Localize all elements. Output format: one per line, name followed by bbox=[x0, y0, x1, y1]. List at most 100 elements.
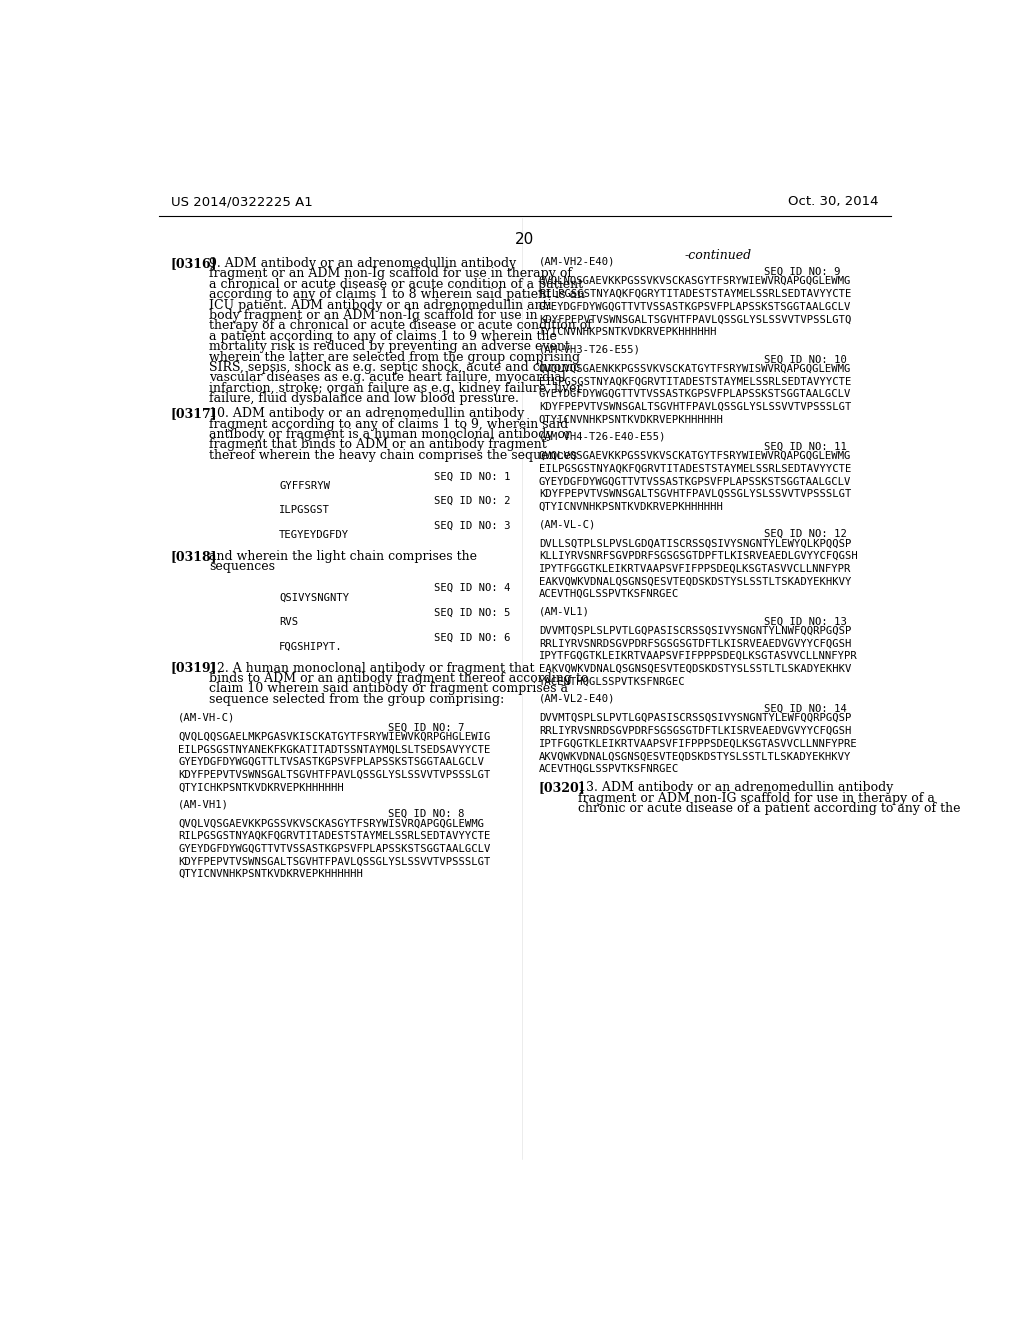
Text: QVQLQQSGAELMKPGASVKISCKATGYTFSRYWIEWVKQRPGHGLEWIG: QVQLQQSGAELMKPGASVKISCKATGYTFSRYWIEWVKQR… bbox=[178, 731, 490, 742]
Text: 13. ADM antibody or an adrenomedullin antibody: 13. ADM antibody or an adrenomedullin an… bbox=[578, 781, 893, 795]
Text: QTYICNVNHKPSNTKVDKRVEPKHHHHHH: QTYICNVNHKPSNTKVDKRVEPKHHHHHH bbox=[539, 414, 724, 425]
Text: according to any of claims 1 to 8 wherein said patient is an: according to any of claims 1 to 8 wherei… bbox=[209, 288, 586, 301]
Text: 12. A human monoclonal antibody or fragment that: 12. A human monoclonal antibody or fragm… bbox=[209, 661, 535, 675]
Text: SEQ ID NO: 6: SEQ ID NO: 6 bbox=[434, 632, 511, 643]
Text: AKVQWKVDNALQSGNSQESVTEQDSKDSTYSLSSTLTLSKADYEKHKVY: AKVQWKVDNALQSGNSQESVTEQDSKDSTYSLSSTLTLSK… bbox=[539, 751, 851, 762]
Text: YACENTHQGLSSPVTKSFNRGEC: YACENTHQGLSSPVTKSFNRGEC bbox=[539, 677, 685, 686]
Text: DVVMTQSPLSLPVTLGQPASISCRSSQSIVYSNGNTYLЕWFQQRPGQSP: DVVMTQSPLSLPVTLGQPASISCRSSQSIVYSNGNTYLЕW… bbox=[539, 713, 851, 723]
Text: (AM-VL2-E40): (AM-VL2-E40) bbox=[539, 694, 615, 704]
Text: QTYICNVNHKPSNTKVDKRVEPKHHHHHH: QTYICNVNHKPSNTKVDKRVEPKHHHHHH bbox=[178, 869, 364, 879]
Text: FQGSHIPYT.: FQGSHIPYT. bbox=[280, 642, 343, 652]
Text: QSIVYSNGNTY: QSIVYSNGNTY bbox=[280, 593, 349, 602]
Text: RILPGSGSTNYAQKFQGRYTITADESTSTAYMELSSRLSEDTAVYYCTE: RILPGSGSTNYAQKFQGRYTITADESTSTAYMELSSRLSE… bbox=[539, 289, 851, 298]
Text: therapy of a chronical or acute disease or acute condition of: therapy of a chronical or acute disease … bbox=[209, 319, 592, 333]
Text: [0317]: [0317] bbox=[171, 407, 217, 420]
Text: QVQLVQSGAEVKKPGSSVKVSCKASGYTFSRYWISVRQAPGQGLEWMG: QVQLVQSGAEVKKPGSSVKVSCKASGYTFSRYWISVRQAP… bbox=[178, 818, 484, 828]
Text: fragment that binds to ADM or an antibody fragment: fragment that binds to ADM or an antibod… bbox=[209, 438, 547, 451]
Text: TEGYEYDGFDY: TEGYEYDGFDY bbox=[280, 529, 349, 540]
Text: QVQLNQSGAEVKKPGSSVKVSCKASGYTFSRYWIEWVRQAPGQGLEWMG: QVQLNQSGAEVKKPGSSVKVSCKASGYTFSRYWIEWVRQA… bbox=[539, 276, 851, 286]
Text: chronic or acute disease of a patient according to any of the: chronic or acute disease of a patient ac… bbox=[578, 803, 961, 816]
Text: 10. ADM antibody or an adrenomedullin antibody: 10. ADM antibody or an adrenomedullin an… bbox=[209, 407, 524, 420]
Text: and wherein the light chain comprises the: and wherein the light chain comprises th… bbox=[209, 550, 477, 562]
Text: RVS: RVS bbox=[280, 616, 298, 627]
Text: (AM-VH1): (AM-VH1) bbox=[178, 799, 229, 809]
Text: SEQ ID NO: 10: SEQ ID NO: 10 bbox=[764, 354, 847, 364]
Text: QTYICNVNHKPSNTKVDKRVEPKHHHHHH: QTYICNVNHKPSNTKVDKRVEPKHHHHHH bbox=[539, 502, 724, 512]
Text: ACEVTHQGLSSPVTKSFNRGEC: ACEVTHQGLSSPVTKSFNRGEC bbox=[539, 764, 679, 774]
Text: (AM-VH-C): (AM-VH-C) bbox=[178, 713, 236, 722]
Text: sequence selected from the group comprising:: sequence selected from the group compris… bbox=[209, 693, 505, 706]
Text: GYFFSRYW: GYFFSRYW bbox=[280, 480, 330, 491]
Text: fragment according to any of claims 1 to 9, wherein said: fragment according to any of claims 1 to… bbox=[209, 417, 568, 430]
Text: QVQLVQSGAENKKPGSSVKVSCKATGYTFSRYWISWVRQAPGQGLEWMG: QVQLVQSGAENKKPGSSVKVSCKATGYTFSRYWISWVRQA… bbox=[539, 363, 851, 374]
Text: [0318]: [0318] bbox=[171, 550, 217, 562]
Text: QVQLVQSGAEVKKPGSSVKVSCKATGYTFSRYWIEWVRQAPGQGLEWMG: QVQLVQSGAEVKKPGSSVKVSCKATGYTFSRYWIEWVRQA… bbox=[539, 451, 851, 461]
Text: 20: 20 bbox=[515, 231, 535, 247]
Text: [0316]: [0316] bbox=[171, 257, 217, 271]
Text: SEQ ID NO: 12: SEQ ID NO: 12 bbox=[764, 529, 847, 539]
Text: [0320]: [0320] bbox=[539, 781, 586, 795]
Text: DVLLSQTPLSLPVSLGDQATISCRSSQSIVYSNGNTYLEWYQLKPQQSP: DVLLSQTPLSLPVSLGDQATISCRSSQSIVYSNGNTYLEW… bbox=[539, 539, 851, 548]
Text: EILPGSGSTNYAQKFQGRVTITADESTSTAYMELSSRLSEDTAVYYCTE: EILPGSGSTNYAQKFQGRVTITADESTSTAYMELSSRLSE… bbox=[539, 376, 851, 387]
Text: (AM-VH3-T26-E55): (AM-VH3-T26-E55) bbox=[539, 345, 641, 354]
Text: infarction, stroke; organ failure as e.g. kidney failure, liver: infarction, stroke; organ failure as e.g… bbox=[209, 381, 583, 395]
Text: (AM-VH2-E40): (AM-VH2-E40) bbox=[539, 257, 615, 267]
Text: claim 10 wherein said antibody or fragment comprises a: claim 10 wherein said antibody or fragme… bbox=[209, 682, 568, 696]
Text: a patient according to any of claims 1 to 9 wherein the: a patient according to any of claims 1 t… bbox=[209, 330, 557, 343]
Text: GYEYDGFDYWGQGTTLTVSASTKGPSVFPLAPSSKSTSGGTAALGCLV: GYEYDGFDYWGQGTTLTVSASTKGPSVFPLAPSSKSTSGG… bbox=[178, 758, 484, 767]
Text: EAKVQWKVDNALQSGNSQESVTEQDSKDSTYSLSSTLTLSKADYEKHKV: EAKVQWKVDNALQSGNSQESVTEQDSKDSTYSLSSTLTLS… bbox=[539, 664, 851, 675]
Text: TYICNVNHKPSNTKVDKRVEPKHHHHHH: TYICNVNHKPSNTKVDKRVEPKHHHHHH bbox=[539, 327, 717, 337]
Text: GYEYDGFDYWGQGTTVTVSSASTKGPSVFPLAPSSKSTSGGTAALGCLV: GYEYDGFDYWGQGTTVTVSSASTKGPSVFPLAPSSKSTSG… bbox=[178, 843, 490, 854]
Text: EILPGSGSTNYAQKFQGRVTITADESTSTAYMELSSRLSEDTAVYYCTE: EILPGSGSTNYAQKFQGRVTITADESTSTAYMELSSRLSE… bbox=[539, 463, 851, 474]
Text: ACEVTHQGLSSPVTKSFNRGEC: ACEVTHQGLSSPVTKSFNRGEC bbox=[539, 589, 679, 599]
Text: KLLIYRVSNRFSGVPDRFSGSGSGTDPFTLKISRVEAEDLGVYYCFQGSH: KLLIYRVSNRFSGVPDRFSGSGSGTDPFTLKISRVEAEDL… bbox=[539, 552, 857, 561]
Text: Oct. 30, 2014: Oct. 30, 2014 bbox=[788, 195, 879, 209]
Text: RRLIYRVSNRDSGVPDRFSGSGSGTDFTLKISRVEAEDVGVYYCFQGSH: RRLIYRVSNRDSGVPDRFSGSGSGTDFTLKISRVEAEDVG… bbox=[539, 639, 851, 648]
Text: EAKVQWKVDNALQSGNSQESVTEQDSKDSTYSLSSTLTSKADYEKHKVY: EAKVQWKVDNALQSGNSQESVTEQDSKDSTYSLSSTLTSK… bbox=[539, 577, 851, 586]
Text: thereof wherein the heavy chain comprises the sequences: thereof wherein the heavy chain comprise… bbox=[209, 449, 578, 462]
Text: SEQ ID NO: 9: SEQ ID NO: 9 bbox=[764, 267, 840, 277]
Text: (AM-VL1): (AM-VL1) bbox=[539, 607, 590, 616]
Text: GYEYDGFDYWGQGTTVTVSSASTKGPSVFPLAPSSKSTSGGTAALGCLV: GYEYDGFDYWGQGTTVTVSSASTKGPSVFPLAPSSKSTSG… bbox=[539, 302, 851, 312]
Text: SEQ ID NO: 3: SEQ ID NO: 3 bbox=[434, 520, 511, 531]
Text: KDYFPEPVTVSWNSGALTSGVHTFPAVLQSSGLYSLSSVVTVPSSLGTQ: KDYFPEPVTVSWNSGALTSGVHTFPAVLQSSGLYSLSSVV… bbox=[539, 314, 851, 325]
Text: KDYFPEPVTVSWNSGALTSGVHTFPAVLQSSGLYSLSSVVTVPSSSLGT: KDYFPEPVTVSWNSGALTSGVHTFPAVLQSSGLYSLSSVV… bbox=[539, 490, 851, 499]
Text: DVVMTQSPLSLPVTLGQPASISCRSSQSIVYSNGNTYLNWFQQRPGQSP: DVVMTQSPLSLPVTLGQPASISCRSSQSIVYSNGNTYLNW… bbox=[539, 626, 851, 636]
Text: mortality risk is reduced by preventing an adverse event: mortality risk is reduced by preventing … bbox=[209, 341, 570, 354]
Text: SEQ ID NO: 5: SEQ ID NO: 5 bbox=[434, 607, 511, 618]
Text: binds to ADM or an antibody fragment thereof according to: binds to ADM or an antibody fragment the… bbox=[209, 672, 589, 685]
Text: SEQ ID NO: 13: SEQ ID NO: 13 bbox=[764, 616, 847, 627]
Text: QTYICHKPSNTKVDKRVEPKHHHHHH: QTYICHKPSNTKVDKRVEPKHHHHHH bbox=[178, 783, 344, 792]
Text: EILPGSGSTNYANEKFKGKATITADTSSNTAYMQLSLTSEDSAVYYCTE: EILPGSGSTNYANEKFKGKATITADTSSNTAYMQLSLTSE… bbox=[178, 744, 490, 754]
Text: GYEYDGFDYWGQGTTVTVSSASTKGPSVFPLAPSSKSTSGGTAALGCLV: GYEYDGFDYWGQGTTVTVSSASTKGPSVFPLAPSSKSTSG… bbox=[539, 477, 851, 486]
Text: IPYTFGQGTKLEIKRTVAAPSVFIFPPPSDEQLKSGTASVVCLLNNFYPR: IPYTFGQGTKLEIKRTVAAPSVFIFPPPSDEQLKSGTASV… bbox=[539, 651, 857, 661]
Text: (AM-VH4-T26-E40-E55): (AM-VH4-T26-E40-E55) bbox=[539, 432, 667, 442]
Text: SIRS, sepsis, shock as e.g. septic shock, acute and chronic: SIRS, sepsis, shock as e.g. septic shock… bbox=[209, 360, 581, 374]
Text: wherein the latter are selected from the group comprising: wherein the latter are selected from the… bbox=[209, 351, 581, 363]
Text: 9. ADM antibody or an adrenomedullin antibody: 9. ADM antibody or an adrenomedullin ant… bbox=[209, 257, 517, 271]
Text: US 2014/0322225 A1: US 2014/0322225 A1 bbox=[171, 195, 312, 209]
Text: SEQ ID NO: 7: SEQ ID NO: 7 bbox=[388, 722, 464, 733]
Text: sequences: sequences bbox=[209, 561, 275, 573]
Text: a chronical or acute disease or acute condition of a patient: a chronical or acute disease or acute co… bbox=[209, 277, 584, 290]
Text: (AM-VL-C): (AM-VL-C) bbox=[539, 519, 596, 529]
Text: KDYFPEPVTVSWNSGALTSGVHTFPAVLQSSGLYSLSSVVTVPSSSLGT: KDYFPEPVTVSWNSGALTSGVHTFPAVLQSSGLYSLSSVV… bbox=[178, 770, 490, 780]
Text: failure, fluid dysbalance and low blood pressure.: failure, fluid dysbalance and low blood … bbox=[209, 392, 519, 405]
Text: SEQ ID NO: 2: SEQ ID NO: 2 bbox=[434, 496, 511, 506]
Text: SEQ ID NO: 4: SEQ ID NO: 4 bbox=[434, 583, 511, 593]
Text: SEQ ID NO: 8: SEQ ID NO: 8 bbox=[388, 809, 464, 818]
Text: fragment or ADM non-IG scaffold for use in therapy of a: fragment or ADM non-IG scaffold for use … bbox=[578, 792, 934, 805]
Text: RILPGSGSTNYAQKFQGRVTITADESTSTAYMELSSRLSEDTAVYYCTE: RILPGSGSTNYAQKFQGRVTITADESTSTAYMELSSRLSE… bbox=[178, 832, 490, 841]
Text: KDYFPEPVTVSWNSGALTSGVHTFPAVLQSSGLYSLSSVVTVPSSSLGT: KDYFPEPVTVSWNSGALTSGVHTFPAVLQSSGLYSLSSVV… bbox=[539, 401, 851, 412]
Text: antibody or fragment is a human monoclonal antibody or: antibody or fragment is a human monoclon… bbox=[209, 428, 571, 441]
Text: KDYFPEPVTVSWNSGALTSGVHTFPAVLQSSGLYSLSSVVTVPSSSLGT: KDYFPEPVTVSWNSGALTSGVHTFPAVLQSSGLYSLSSVV… bbox=[178, 857, 490, 866]
Text: [0319]: [0319] bbox=[171, 661, 217, 675]
Text: SEQ ID NO: 1: SEQ ID NO: 1 bbox=[434, 471, 511, 482]
Text: GYEYDGFDYWGQGTTVTVSSASTKGPSVFPLAPSSKSTSGGTAALGCLV: GYEYDGFDYWGQGTTVTVSSASTKGPSVFPLAPSSKSTSG… bbox=[539, 389, 851, 399]
Text: -continued: -continued bbox=[685, 249, 752, 263]
Text: IPYTFGGGTKLEIKRTVAAPSVFIFPPSDEQLKSGТASVVCLLNNFYPR: IPYTFGGGTKLEIKRTVAAPSVFIFPPSDEQLKSGТASVV… bbox=[539, 564, 851, 574]
Text: ILPGSGST: ILPGSGST bbox=[280, 506, 330, 515]
Text: vascular diseases as e.g. acute heart failure, myocardial: vascular diseases as e.g. acute heart fa… bbox=[209, 371, 566, 384]
Text: SEQ ID NO: 14: SEQ ID NO: 14 bbox=[764, 704, 847, 714]
Text: IPTFGQGTKLEIKRTVAAPSVFIFPPPSDEQLKSGTASVVCLLNNFYPRE: IPTFGQGTKLEIKRTVAAPSVFIFPPPSDEQLKSGTASVV… bbox=[539, 739, 857, 748]
